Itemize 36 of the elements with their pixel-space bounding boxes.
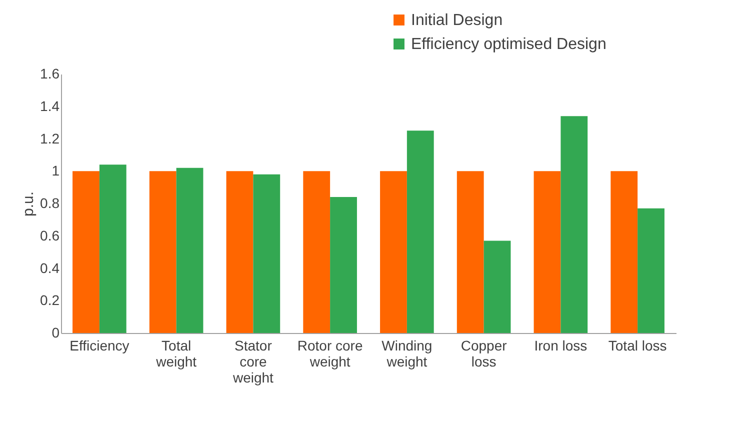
x-tick-label: Stator core weight: [232, 338, 274, 386]
bar: [303, 171, 330, 333]
bar: [534, 171, 561, 333]
legend-label: Efficiency optimised Design: [411, 36, 606, 53]
y-tick-label: 1.6: [40, 66, 60, 82]
bar: [406, 130, 434, 333]
y-tick-label: 0.8: [40, 195, 60, 211]
bar: [226, 171, 254, 333]
y-axis-title: p.u.: [20, 191, 38, 217]
x-tick-label: Efficiency: [70, 338, 130, 354]
y-tick-label: 1.4: [40, 98, 60, 114]
y-tick-label: 0.6: [40, 227, 60, 244]
x-tick-label: Iron loss: [534, 338, 588, 354]
y-tick-label: 1.2: [40, 130, 60, 146]
bar: [638, 208, 664, 333]
x-tick-label: Total loss: [608, 338, 667, 354]
bar: [456, 171, 484, 333]
x-tick-label: Copper loss: [460, 338, 508, 370]
bar: [149, 171, 176, 333]
bar: [330, 197, 357, 333]
y-tick-label: 0.2: [40, 292, 60, 308]
x-tick-label: Rotor core weight: [297, 338, 363, 370]
bar: [176, 168, 204, 333]
x-tick-label: Winding weight: [382, 338, 432, 370]
bar: [253, 174, 280, 333]
y-tick-label: 1: [52, 162, 60, 179]
bar: [484, 240, 511, 333]
x-tick-label: Total weight: [155, 338, 197, 370]
y-tick-label: 0: [52, 324, 60, 340]
bar: [560, 116, 588, 333]
y-tick-label: 0.4: [40, 260, 60, 276]
bar: [99, 164, 126, 333]
bar: [380, 171, 407, 333]
legend-label: Initial Design: [411, 12, 503, 29]
bar: [72, 171, 100, 333]
bar: [610, 171, 638, 333]
